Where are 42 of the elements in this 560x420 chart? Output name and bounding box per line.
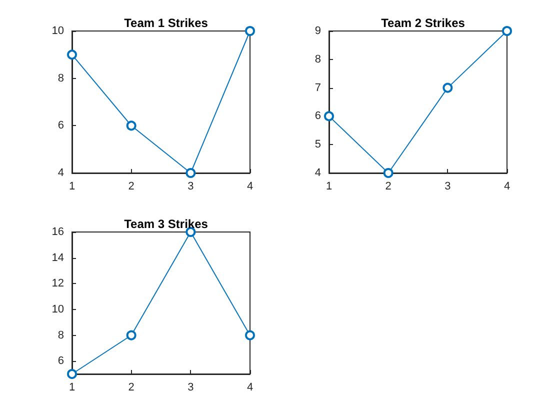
y-tick-label: 10: [52, 303, 64, 316]
x-tick-label: 4: [504, 180, 510, 192]
chart-title: Team 3 Strikes: [124, 217, 208, 231]
x-tick-label: 1: [68, 180, 76, 192]
point: [245, 26, 255, 36]
point: [67, 369, 77, 379]
x-tick-label: 3: [188, 382, 194, 394]
x-tick-label: 4: [246, 382, 254, 394]
y-tick-label: 14: [52, 252, 64, 264]
point: [245, 330, 255, 340]
y-tick-label: 12: [52, 278, 64, 290]
point: [186, 168, 196, 178]
x-tick-label: 2: [385, 180, 392, 192]
point: [67, 50, 77, 60]
point: [126, 120, 136, 131]
y-tick-label: 4: [58, 167, 64, 179]
chart-title: Team 1 Strikes: [124, 16, 208, 30]
point: [442, 82, 453, 93]
x-tick-label: 1: [68, 382, 76, 394]
y-tick-label: 8: [58, 329, 64, 342]
y-tick-label: 9: [314, 25, 321, 37]
x-tick-label: 2: [128, 180, 134, 192]
y-tick-label: 7: [314, 82, 321, 94]
point: [126, 330, 136, 340]
chart-title: Team 2 Strikes: [381, 16, 466, 30]
point: [383, 168, 394, 178]
y-tick-label: 6: [314, 110, 321, 122]
x-tick-label: 2: [128, 382, 134, 394]
point: [324, 111, 334, 122]
point: [502, 26, 512, 36]
y-tick-label: 6: [58, 120, 64, 132]
y-tick-label: 6: [58, 355, 64, 368]
x-tick-label: 3: [188, 180, 194, 192]
x-tick-label: 4: [246, 180, 254, 192]
y-tick-label: 5: [314, 138, 321, 151]
x-tick-label: 3: [444, 180, 451, 192]
y-tick-label: 4: [314, 167, 321, 179]
y-tick-label: 8: [58, 72, 64, 84]
y-tick-label: 10: [52, 25, 64, 37]
y-tick-label: 16: [52, 226, 64, 238]
y-tick-label: 8: [314, 53, 321, 66]
x-tick-label: 1: [326, 180, 332, 192]
